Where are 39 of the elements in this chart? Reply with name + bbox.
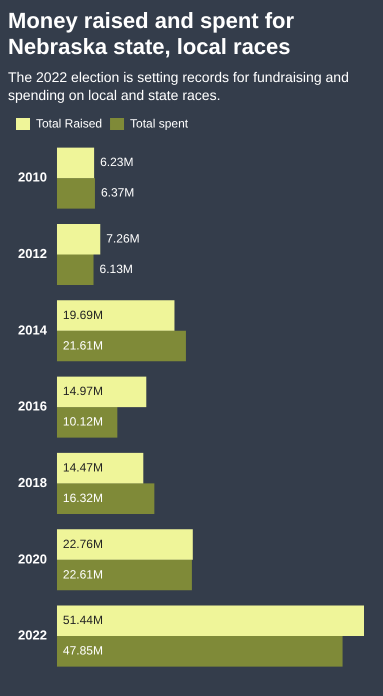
bar [56, 483, 154, 514]
legend-label: Total Raised [36, 116, 102, 130]
bar [56, 636, 343, 667]
y-tick-label: 2012 [18, 246, 47, 262]
data-label: 7.26M [106, 232, 140, 246]
data-label: 22.76M [62, 536, 103, 551]
bar [56, 452, 144, 484]
y-tick-label: 2022 [18, 628, 47, 643]
bar [56, 376, 146, 408]
legend-label: Total spent [130, 116, 189, 130]
data-label: 21.61M [62, 338, 103, 352]
data-label: 51.44M [62, 613, 103, 628]
y-tick-label: 2018 [18, 474, 47, 490]
data-label: 22.61M [62, 567, 103, 582]
bar [56, 560, 192, 590]
data-label: 16.32M [62, 490, 103, 505]
y-tick-label: 2010 [18, 170, 47, 185]
bar [56, 254, 94, 285]
bar [56, 529, 193, 560]
chart-subtitle: The 2022 election is setting records for fundraising and spending on local and state races. [8, 68, 350, 104]
chart-title: Money raised and spent for Nebraska state, local races [8, 8, 296, 60]
bar [56, 606, 364, 636]
bar [56, 300, 174, 331]
data-label: 19.69M [62, 308, 103, 322]
bar [56, 178, 95, 209]
bar [56, 224, 100, 254]
bar [56, 407, 118, 438]
bar [56, 148, 94, 178]
data-label: 6.23M [100, 155, 134, 170]
data-label: 47.85M [62, 644, 103, 658]
data-label: 10.12M [62, 414, 103, 429]
y-tick-label: 2014 [18, 322, 48, 338]
data-label: 14.47M [62, 460, 103, 474]
data-label: 14.97M [62, 384, 103, 398]
y-tick-label: 2016 [18, 398, 47, 414]
bar [56, 330, 186, 362]
data-label: 6.13M [100, 262, 133, 276]
y-tick-label: 2020 [18, 551, 47, 566]
data-label: 6.37M [100, 186, 134, 200]
